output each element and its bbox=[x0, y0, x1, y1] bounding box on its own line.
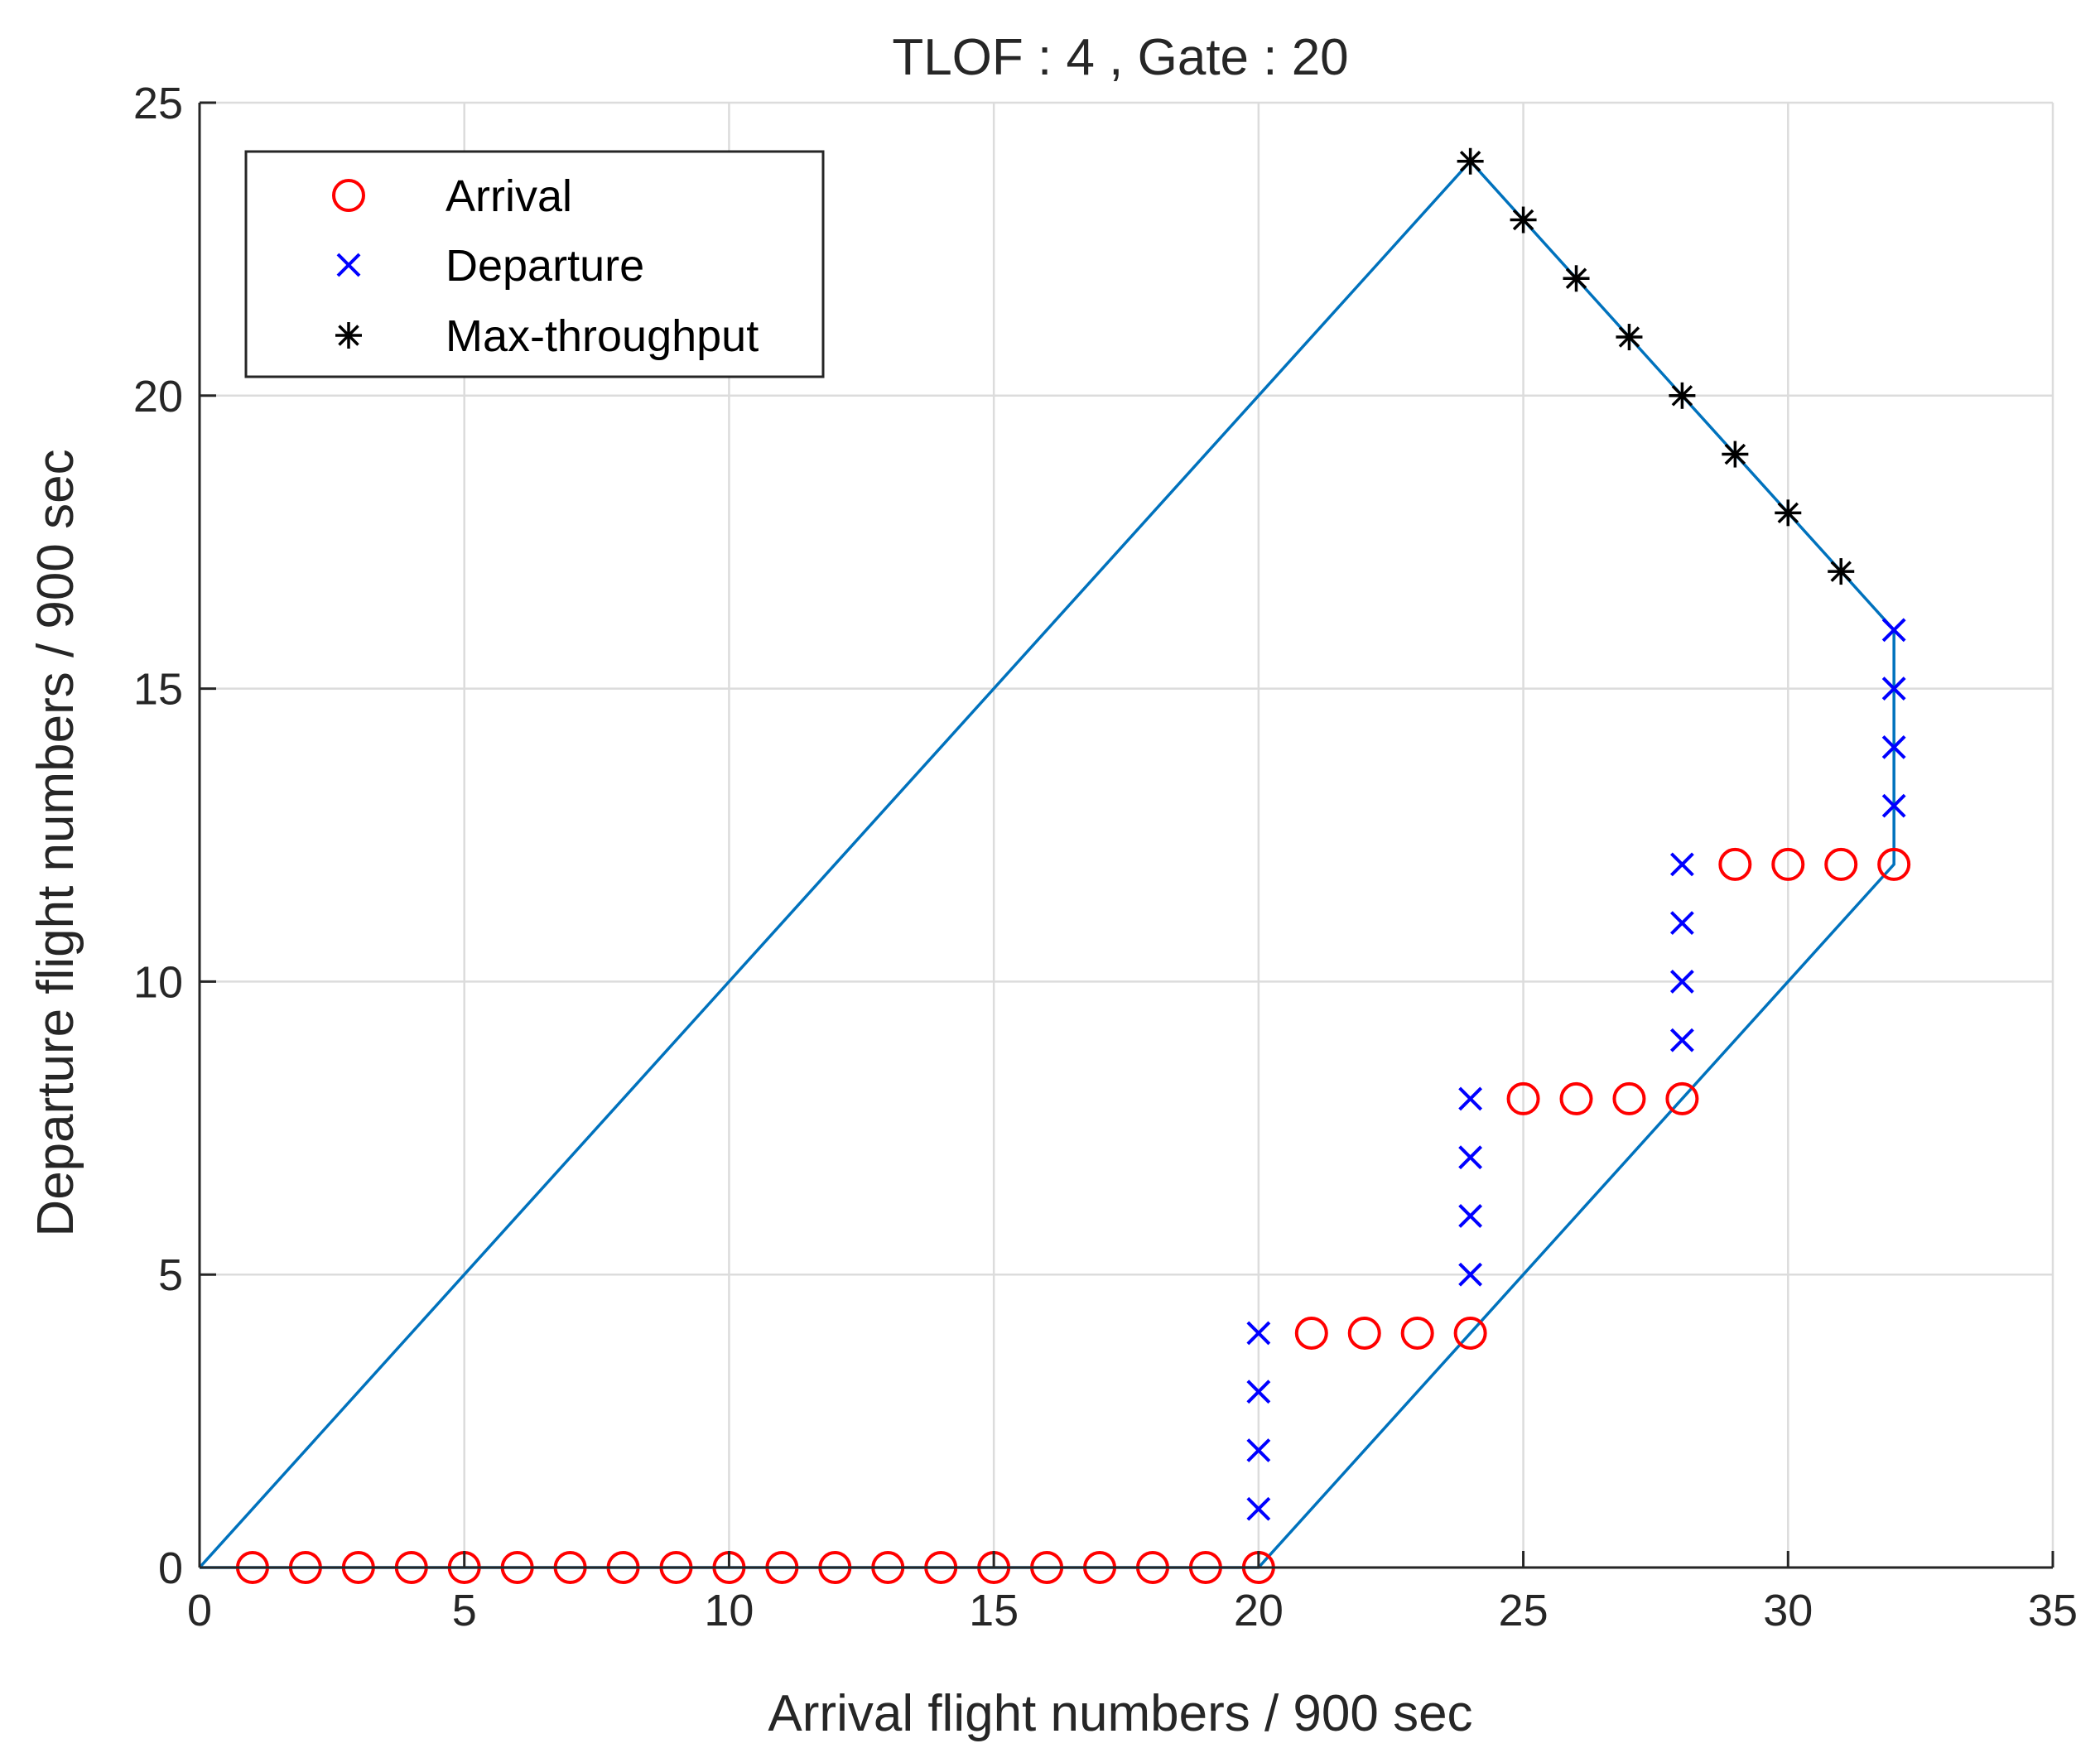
departure-point bbox=[1458, 1262, 1483, 1287]
departure-point bbox=[1881, 618, 1906, 643]
arrival-point bbox=[1665, 1081, 1699, 1115]
max-throughput-point bbox=[1775, 499, 1802, 527]
departure-point bbox=[1246, 1380, 1271, 1404]
legend-max-throughput-label: Max-throughput bbox=[446, 311, 759, 361]
departure-point bbox=[1669, 1028, 1694, 1052]
legend: Arrival Departure Max-throughput bbox=[244, 150, 825, 378]
arrival-point bbox=[1347, 1316, 1381, 1350]
departure-point bbox=[1458, 1086, 1483, 1111]
max-throughput-point bbox=[1669, 382, 1696, 409]
departure-point bbox=[1246, 1321, 1271, 1346]
x-tick-label: 30 bbox=[1763, 1586, 1813, 1635]
arrival-point bbox=[1877, 847, 1911, 881]
arrival-point bbox=[1559, 1081, 1593, 1115]
max-throughput-point bbox=[1828, 558, 1855, 585]
y-tick-label: 5 bbox=[158, 1250, 183, 1300]
chart-title: TLOF : 4 , Gate : 20 bbox=[892, 29, 1348, 86]
departure-point bbox=[1669, 969, 1694, 994]
y-axis-label: Departure flight numbers / 900 sec bbox=[27, 449, 84, 1236]
y-tick-label: 20 bbox=[133, 372, 183, 421]
departure-point bbox=[1669, 911, 1694, 936]
legend-arrival-marker bbox=[332, 179, 365, 212]
x-tick-label: 5 bbox=[452, 1586, 477, 1635]
legend-arrival-label: Arrival bbox=[446, 171, 572, 221]
x-tick-label: 25 bbox=[1499, 1586, 1549, 1635]
arrival-point bbox=[1400, 1316, 1434, 1350]
y-tick-label: 0 bbox=[158, 1544, 183, 1593]
departure-point bbox=[1881, 734, 1906, 759]
departure-point bbox=[1458, 1145, 1483, 1170]
max-throughput-point bbox=[1722, 441, 1749, 468]
max-throughput-point bbox=[1563, 265, 1590, 292]
marker-layer bbox=[235, 147, 1911, 1584]
max-throughput-point bbox=[1616, 324, 1643, 351]
x-tick-label: 15 bbox=[969, 1586, 1019, 1635]
axes bbox=[198, 101, 2054, 1569]
arrival-point bbox=[1294, 1316, 1328, 1350]
departure-point bbox=[1458, 1204, 1483, 1228]
departure-point bbox=[1881, 793, 1906, 818]
departure-point bbox=[1246, 1438, 1271, 1462]
x-tick-label: 20 bbox=[1234, 1586, 1284, 1635]
arrival-point bbox=[1718, 847, 1752, 881]
x-tick-label: 0 bbox=[187, 1586, 212, 1635]
departure-point bbox=[1881, 677, 1906, 701]
departure-point bbox=[1246, 1496, 1271, 1521]
y-tick-label: 25 bbox=[133, 79, 183, 128]
tick-labels: 0 5 10 15 20 25 30 35 0 5 10 15 20 25 bbox=[133, 79, 2078, 1635]
legend-box bbox=[244, 150, 825, 378]
departure-point bbox=[1669, 852, 1694, 877]
legend-departure-label: Departure bbox=[446, 241, 644, 291]
max-throughput-point bbox=[1510, 206, 1537, 234]
legend-departure-marker bbox=[336, 253, 361, 277]
arrival-point bbox=[1824, 847, 1858, 881]
arrival-point bbox=[1771, 847, 1805, 881]
legend-items: Arrival Departure Max-throughput bbox=[332, 171, 759, 361]
x-tick-label: 35 bbox=[2028, 1586, 2078, 1635]
max-throughput-point bbox=[1457, 147, 1484, 175]
arrival-point bbox=[1612, 1081, 1646, 1115]
y-tick-label: 15 bbox=[133, 665, 183, 715]
x-axis-label: Arrival flight numbers / 900 sec bbox=[768, 1685, 1472, 1742]
legend-max-throughput-marker bbox=[335, 322, 362, 349]
arrival-point bbox=[1453, 1316, 1487, 1350]
y-tick-label: 10 bbox=[133, 957, 183, 1007]
x-tick-label: 10 bbox=[704, 1586, 754, 1635]
arrival-point bbox=[1506, 1081, 1540, 1115]
